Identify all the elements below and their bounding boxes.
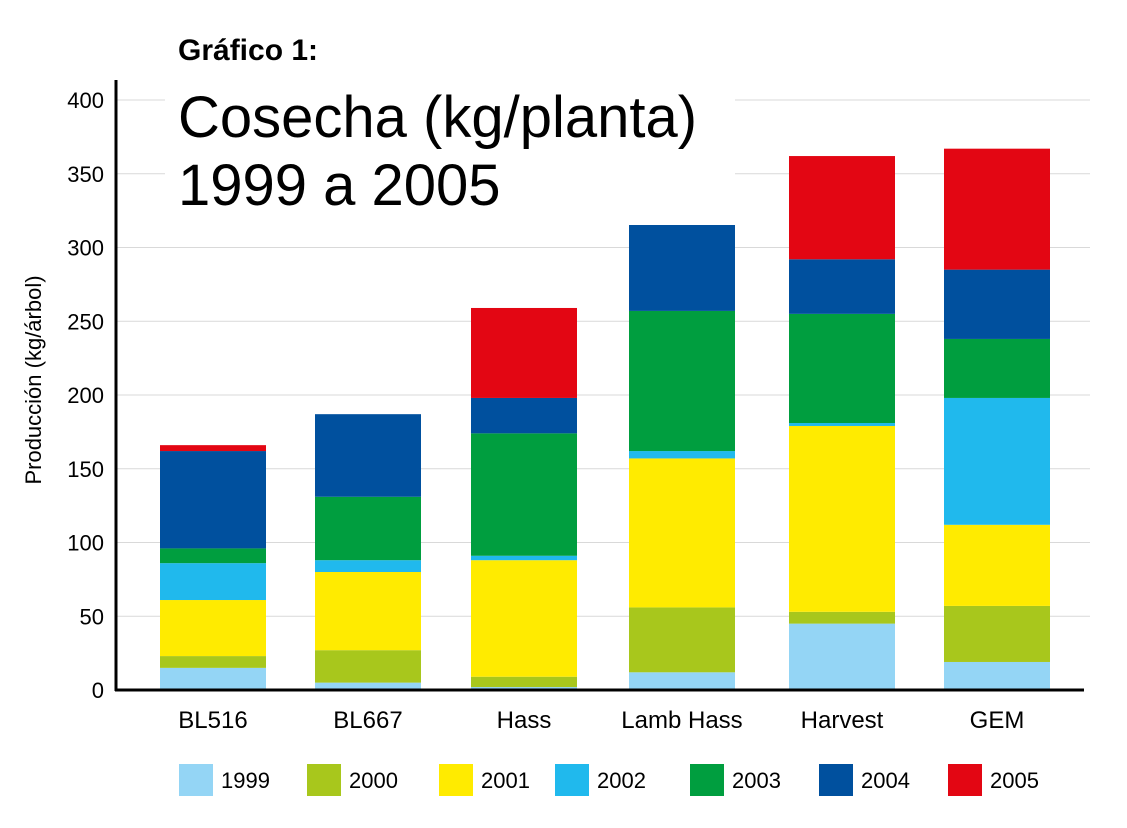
bar-stack	[471, 307, 577, 690]
legend-label: 2005	[990, 768, 1039, 793]
bar-segment	[944, 661, 1050, 690]
bar-segment	[629, 607, 735, 673]
bar-segment	[471, 433, 577, 556]
x-category-label: BL667	[333, 707, 402, 734]
bar-segment	[789, 156, 895, 260]
x-category-label: BL516	[178, 707, 247, 734]
y-tick-label: 150	[67, 457, 104, 482]
bars	[160, 148, 1050, 690]
x-category-label: GEM	[970, 707, 1025, 734]
legend-swatch	[690, 764, 724, 796]
bar-segment	[789, 313, 895, 424]
x-category-label: Harvest	[801, 707, 884, 734]
y-tick-label: 300	[67, 236, 104, 261]
chart-heading: Gráfico 1:	[178, 34, 318, 67]
bar-segment	[315, 572, 421, 651]
bar-segment	[471, 397, 577, 434]
bar-segment	[944, 524, 1050, 606]
bar-segment	[944, 605, 1050, 662]
legend: 1999 2000 2001 2002 2003 2004 2005	[179, 764, 1039, 796]
bar-stack	[944, 148, 1050, 690]
bar-stack	[160, 445, 266, 690]
legend-swatch	[819, 764, 853, 796]
bar-segment	[629, 310, 735, 452]
bar-segment	[944, 269, 1050, 339]
bar-segment	[789, 425, 895, 612]
bar-segment	[160, 548, 266, 564]
y-tick-label: 250	[67, 309, 104, 334]
bar-stack	[629, 178, 735, 690]
bar-segment	[629, 458, 735, 608]
legend-label: 2003	[732, 768, 781, 793]
legend-swatch	[179, 764, 213, 796]
y-tick-label: 200	[67, 383, 104, 408]
bar-segment	[944, 148, 1050, 270]
y-tick-label: 50	[80, 604, 104, 629]
bar-segment	[789, 423, 895, 426]
bar-segment	[315, 560, 421, 572]
bar-segment	[629, 451, 735, 459]
bar-stack	[315, 414, 421, 690]
bar-stack	[789, 156, 895, 690]
bar-segment	[315, 414, 421, 497]
bar-segment	[789, 623, 895, 690]
x-category-label: Lamb Hass	[621, 707, 742, 734]
x-category-label: Hass	[497, 707, 552, 734]
bar-segment	[160, 667, 266, 690]
bar-segment	[629, 672, 735, 690]
bar-segment	[315, 650, 421, 683]
legend-item: 2004	[819, 764, 910, 796]
chart-title: Cosecha (kg/planta) 1999 a 2005	[165, 80, 735, 225]
y-tick-labels: 0 50 100 150 200 250 300 350 400	[67, 88, 104, 703]
bar-segment	[471, 560, 577, 677]
legend-label: 2000	[349, 768, 398, 793]
legend-item: 2000	[307, 764, 398, 796]
bar-segment	[160, 563, 266, 601]
bar-segment	[789, 259, 895, 314]
y-tick-label: 100	[67, 531, 104, 556]
y-tick-label: 350	[67, 162, 104, 187]
legend-swatch	[555, 764, 589, 796]
bar-segment	[944, 397, 1050, 525]
legend-item: 2002	[555, 764, 646, 796]
bar-segment	[471, 555, 577, 561]
bar-segment	[160, 600, 266, 657]
bar-segment	[471, 307, 577, 398]
bar-segment	[789, 611, 895, 624]
y-tick-label: 400	[67, 88, 104, 113]
bar-segment	[160, 445, 266, 452]
axes	[114, 80, 1084, 692]
legend-swatch	[948, 764, 982, 796]
bar-segment	[315, 496, 421, 561]
bar-segment	[160, 656, 266, 668]
legend-label: 2002	[597, 768, 646, 793]
legend-swatch	[307, 764, 341, 796]
x-category-labels: BL516 BL667 Hass Lamb Hass Harvest GEM	[178, 707, 1024, 734]
y-axis-label: Producción (kg/árbol)	[21, 275, 46, 484]
chart-title-line-1: Cosecha (kg/planta)	[178, 85, 697, 150]
legend-label: 2001	[481, 768, 530, 793]
bar-segment	[944, 338, 1050, 398]
legend-item: 2003	[690, 764, 781, 796]
bar-segment	[471, 676, 577, 688]
legend-item: 2001	[439, 764, 530, 796]
bar-segment	[315, 682, 421, 690]
bar-segment	[160, 451, 266, 549]
legend-item: 1999	[179, 764, 270, 796]
legend-label: 2004	[861, 768, 910, 793]
chart-title-line-2: 1999 a 2005	[178, 153, 501, 218]
legend-swatch	[439, 764, 473, 796]
legend-label: 1999	[221, 768, 270, 793]
legend-item: 2005	[948, 764, 1039, 796]
y-tick-label: 0	[92, 678, 104, 703]
